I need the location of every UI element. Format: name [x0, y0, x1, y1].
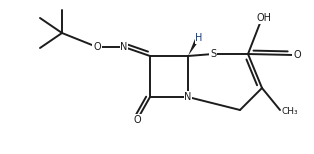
Text: O: O — [93, 42, 101, 52]
Text: N: N — [184, 92, 192, 102]
Text: N: N — [120, 42, 128, 52]
Polygon shape — [188, 37, 200, 56]
Text: O: O — [133, 115, 141, 125]
Text: H: H — [195, 33, 203, 43]
Text: CH₃: CH₃ — [282, 107, 299, 116]
Text: S: S — [210, 49, 216, 59]
Text: OH: OH — [257, 13, 272, 23]
Text: O: O — [293, 50, 301, 60]
